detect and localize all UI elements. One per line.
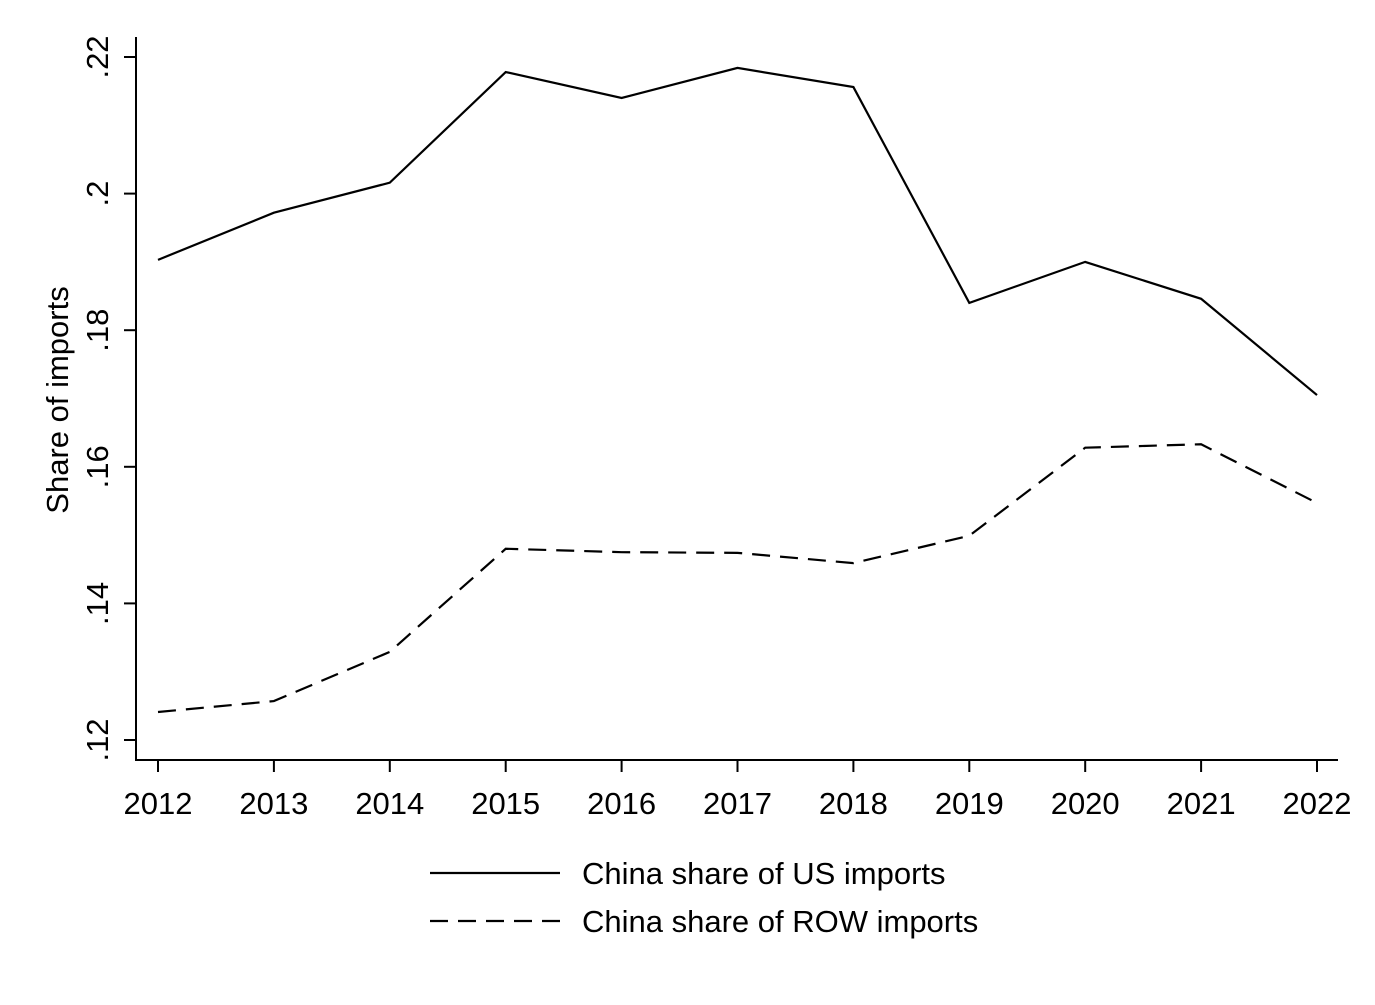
x-tick-label: 2020 (1051, 786, 1120, 821)
y-tick-label: .2 (80, 181, 115, 207)
y-tick-label: .14 (80, 582, 115, 625)
x-tick-label: 2016 (587, 786, 656, 821)
series-line-2 (158, 444, 1317, 712)
y-axis-label: Share of imports (40, 286, 75, 513)
x-tick-label: 2017 (703, 786, 772, 821)
x-tick-label: 2022 (1283, 786, 1352, 821)
legend-label: China share of US imports (582, 856, 946, 891)
x-tick-label: 2015 (471, 786, 540, 821)
x-tick-label: 2018 (819, 786, 888, 821)
x-tick-label: 2013 (239, 786, 308, 821)
y-tick-label: .12 (80, 718, 115, 761)
series-line-1 (158, 68, 1317, 395)
legend: China share of US imports China share of … (430, 856, 978, 939)
legend-label: China share of ROW imports (582, 904, 978, 939)
y-tick-label: .16 (80, 445, 115, 488)
x-tick-label: 2014 (355, 786, 424, 821)
y-tick-label: .22 (80, 35, 115, 78)
y-tick-label: .18 (80, 309, 115, 352)
x-tick-label: 2012 (124, 786, 193, 821)
x-tick-label: 2021 (1167, 786, 1236, 821)
x-tick-label: 2019 (935, 786, 1004, 821)
